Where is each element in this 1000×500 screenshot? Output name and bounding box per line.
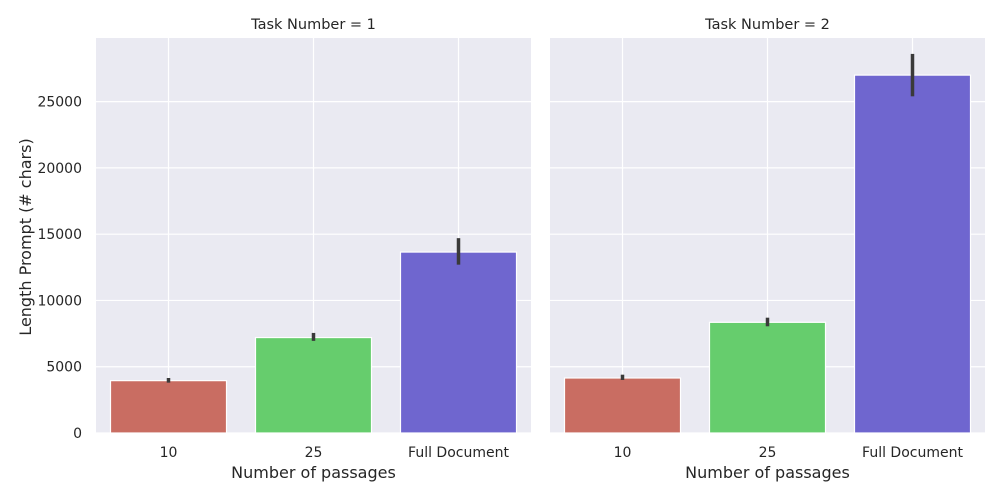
x-tick-label: 10 (614, 445, 632, 461)
x-axis-title: Number of passages (231, 463, 396, 482)
panel-task-2: 10 25 Full Document Number of passages Task … (550, 17, 985, 482)
y-tick-label: 5000 (46, 360, 82, 376)
panel-title: Task Number = 1 (250, 17, 376, 33)
bar-10 (109, 380, 228, 434)
x-tick-label: 25 (305, 445, 323, 461)
bar-25 (708, 321, 827, 434)
x-axis-title: Number of passages (685, 463, 850, 482)
y-tick-label: 15000 (37, 227, 82, 243)
panel-title: Task Number = 2 (704, 17, 830, 33)
x-tick-label: Full Document (408, 445, 509, 461)
y-tick-label: 0 (73, 426, 82, 442)
bar-10 (563, 377, 682, 434)
x-tick-label: 10 (160, 445, 178, 461)
bar-full-document (399, 251, 518, 434)
panel-task-1: 0 5000 10000 15000 20000 25000 10 25 Full Docume… (37, 17, 531, 482)
y-tick-label: 25000 (37, 95, 82, 111)
bar-full-document (853, 74, 972, 434)
bar-25 (254, 336, 373, 434)
y-axis-title: Length Prompt (# chars) (16, 138, 35, 335)
y-tick-label: 20000 (37, 161, 82, 177)
x-tick-label: Full Document (862, 445, 963, 461)
y-tick-label: 10000 (37, 293, 82, 309)
x-tick-label: 25 (759, 445, 777, 461)
